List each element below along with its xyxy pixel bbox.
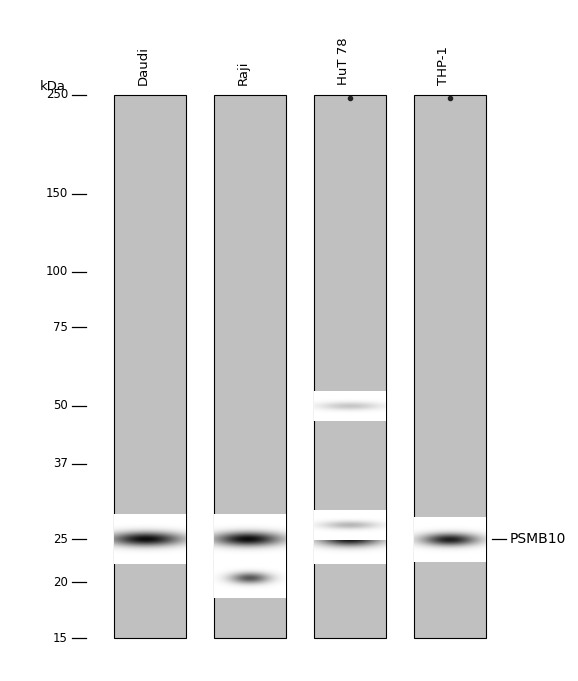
Text: 25: 25 — [53, 533, 68, 546]
Text: 250: 250 — [46, 89, 68, 101]
Bar — [114, 95, 186, 638]
Text: HuT 78: HuT 78 — [337, 37, 350, 85]
Text: 37: 37 — [53, 457, 68, 471]
Bar — [314, 95, 386, 638]
Text: 150: 150 — [46, 187, 68, 200]
Bar — [414, 95, 486, 638]
Text: THP-1: THP-1 — [437, 46, 450, 85]
Bar — [214, 95, 286, 638]
Text: 100: 100 — [46, 266, 68, 279]
Text: 15: 15 — [53, 631, 68, 644]
Text: PSMB10: PSMB10 — [510, 533, 566, 546]
Text: 50: 50 — [53, 399, 68, 412]
Text: Raji: Raji — [237, 61, 250, 85]
Text: Daudi: Daudi — [137, 46, 150, 85]
Text: 20: 20 — [53, 576, 68, 589]
Text: kDa: kDa — [40, 80, 66, 93]
Text: 75: 75 — [53, 321, 68, 334]
